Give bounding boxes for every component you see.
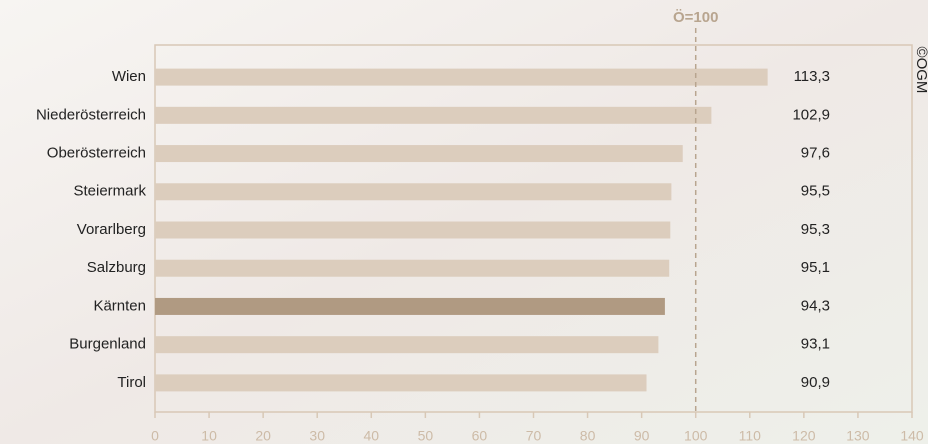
y-tick-label: Salzburg (87, 259, 146, 276)
value-label: 90,9 (801, 374, 830, 391)
x-tick-label: 10 (201, 428, 217, 444)
y-tick-label: Niederösterreich (36, 106, 146, 123)
copyright: ©ÖGM (913, 47, 928, 94)
x-tick-label: 80 (580, 428, 596, 444)
bar (155, 69, 768, 86)
value-label: 95,5 (801, 183, 830, 200)
y-tick-label: Kärnten (93, 297, 146, 314)
y-tick-label: Burgenland (69, 336, 146, 353)
y-tick-label: Vorarlberg (77, 221, 146, 238)
bar (155, 374, 647, 391)
value-label: 97,6 (801, 145, 830, 162)
bar (155, 183, 671, 200)
x-tick-label: 0 (151, 428, 159, 444)
x-tick-label: 110 (739, 428, 762, 444)
x-tick-label: 90 (634, 428, 650, 444)
x-tick-label: 40 (363, 428, 379, 444)
x-tick-label: 50 (418, 428, 434, 444)
bar (155, 298, 665, 315)
y-tick-label: Oberösterreich (47, 145, 146, 162)
x-tick-label: 120 (792, 428, 816, 444)
x-tick-label: 60 (472, 428, 488, 444)
value-label: 94,3 (801, 297, 830, 314)
x-tick-label: 140 (900, 428, 924, 444)
value-label: 113,3 (794, 68, 830, 85)
x-tick-label: 130 (846, 428, 870, 444)
bar (155, 107, 711, 124)
bar (155, 222, 670, 239)
value-label: 102,9 (792, 106, 830, 123)
x-tick-label: 70 (526, 428, 542, 444)
value-label: 95,1 (801, 259, 830, 276)
x-tick-label: 30 (309, 428, 325, 444)
chart: ©ÖGM 0 10 20 30 40 50 60 70 80 90 100 110 120 130 140 W… (0, 0, 928, 444)
value-label: 95,3 (801, 221, 830, 238)
y-tick-label: Steiermark (73, 183, 146, 200)
value-label: 93,1 (801, 336, 830, 353)
y-tick-label: Tirol (117, 374, 146, 391)
bar (155, 260, 669, 277)
bar (155, 336, 658, 353)
x-tick-label: 100 (684, 428, 708, 444)
reference-label: Ö=100 (673, 9, 718, 26)
bar (155, 145, 683, 162)
x-tick-label: 20 (255, 428, 271, 444)
y-tick-label: Wien (112, 68, 146, 85)
